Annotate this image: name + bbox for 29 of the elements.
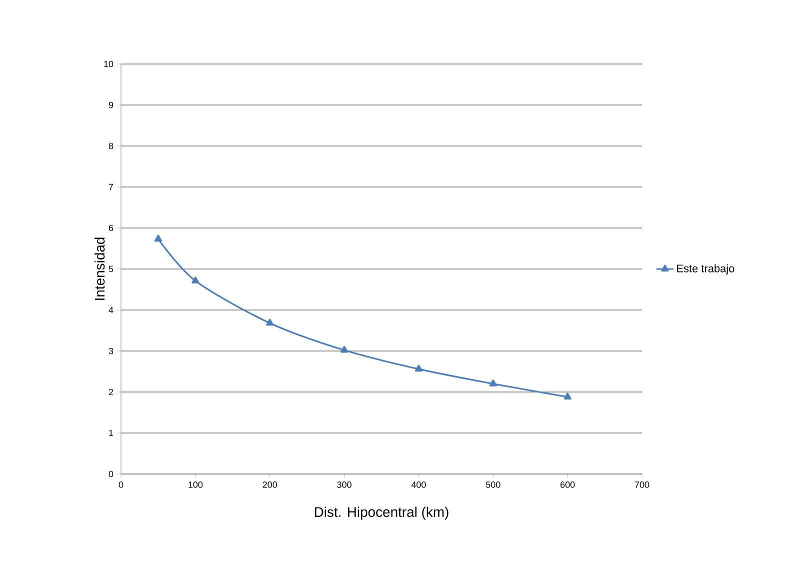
y-tick-label: 6 <box>108 224 114 232</box>
y-tick-label: 3 <box>108 348 114 354</box>
x-tick-label: 0 <box>118 482 124 488</box>
y-tick-label: 1 <box>109 430 114 436</box>
point <box>266 318 274 326</box>
x-tick-label: 400 <box>411 482 426 488</box>
x-tick-label: 500 <box>486 482 500 488</box>
point <box>192 276 200 284</box>
y-axis-title: Intensidad <box>94 238 105 300</box>
y-tick-label: 0 <box>108 470 114 478</box>
y-tick-label: 7 <box>108 184 114 190</box>
x-tick-label: 300 <box>337 482 352 488</box>
point <box>564 392 572 400</box>
y-tick-label: 4 <box>108 306 114 314</box>
y-tick-label: 9 <box>108 102 114 108</box>
point <box>414 364 423 372</box>
legend-label: Este trabajo <box>677 264 734 274</box>
y-tick-label: 8 <box>108 142 114 150</box>
x-tick-label: 700 <box>634 482 650 488</box>
x-tick-label: 100 <box>188 482 203 488</box>
point <box>489 380 497 386</box>
x-tick-label: 600 <box>560 482 575 488</box>
point <box>340 346 348 353</box>
y-tick-label: 2 <box>108 388 114 396</box>
x-axis-title: Dist. Hipocentral (km) <box>314 506 448 520</box>
point <box>154 234 162 242</box>
y-tick-label: 5 <box>108 266 114 272</box>
x-tick-label: 200 <box>262 482 277 488</box>
y-tick-label: 10 <box>104 60 114 68</box>
